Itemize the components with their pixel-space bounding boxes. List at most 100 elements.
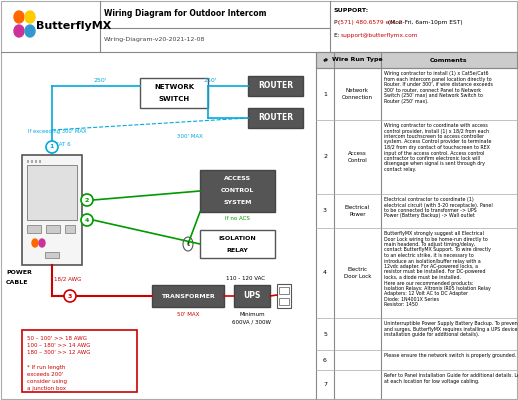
Text: locks, a diode must be installed.: locks, a diode must be installed. bbox=[384, 275, 461, 280]
Text: electrical circuit (with 3-20 receptacle). Panel: electrical circuit (with 3-20 receptacle… bbox=[384, 202, 493, 208]
Text: 100 – 180' >> 14 AWG: 100 – 180' >> 14 AWG bbox=[27, 343, 91, 348]
Text: 600VA / 300W: 600VA / 300W bbox=[233, 320, 271, 324]
Text: E:: E: bbox=[334, 33, 342, 38]
Text: UPS: UPS bbox=[243, 292, 261, 300]
Ellipse shape bbox=[25, 25, 35, 37]
Text: Electrical contractor to coordinate (1): Electrical contractor to coordinate (1) bbox=[384, 197, 474, 202]
Circle shape bbox=[46, 141, 58, 153]
Bar bbox=[27, 225, 41, 233]
Text: disengage when signal is sent through dry: disengage when signal is sent through dr… bbox=[384, 162, 485, 166]
Text: SWITCH: SWITCH bbox=[159, 96, 190, 102]
Text: Wiring-Diagram-v20-2021-12-08: Wiring-Diagram-v20-2021-12-08 bbox=[104, 38, 205, 42]
Bar bbox=[316, 52, 517, 68]
Text: CONTROL: CONTROL bbox=[221, 188, 254, 194]
Text: consider using: consider using bbox=[27, 379, 67, 384]
Text: ButterflyMX strongly suggest all Electrical: ButterflyMX strongly suggest all Electri… bbox=[384, 231, 484, 236]
Text: Refer to Panel Installation Guide for additional details. Leave 6' service loop: Refer to Panel Installation Guide for ad… bbox=[384, 373, 518, 378]
Text: system. Access Control provider to terminate: system. Access Control provider to termi… bbox=[384, 140, 492, 144]
Bar bbox=[248, 108, 303, 128]
Text: introduce an isolation/buffer relay with a: introduce an isolation/buffer relay with… bbox=[384, 258, 481, 264]
Bar bbox=[279, 298, 289, 305]
Text: to an electric strike, it is necessary to: to an electric strike, it is necessary t… bbox=[384, 253, 474, 258]
Text: 12vdc adapter. For AC-powered locks, a: 12vdc adapter. For AC-powered locks, a bbox=[384, 264, 478, 269]
Text: Access: Access bbox=[348, 151, 367, 156]
Circle shape bbox=[64, 290, 76, 302]
Bar bbox=[152, 285, 224, 307]
Text: CAT 6: CAT 6 bbox=[55, 142, 70, 148]
Text: 50' MAX: 50' MAX bbox=[177, 312, 199, 318]
Text: 50 – 100' >> 18 AWG: 50 – 100' >> 18 AWG bbox=[27, 336, 87, 341]
Text: Router (250' max).: Router (250' max). bbox=[384, 98, 428, 104]
Bar bbox=[22, 330, 137, 392]
Text: (Mon-Fri, 6am-10pm EST): (Mon-Fri, 6am-10pm EST) bbox=[386, 20, 463, 25]
Ellipse shape bbox=[183, 237, 193, 251]
Text: exceeds 200': exceeds 200' bbox=[27, 372, 63, 377]
Bar bbox=[200, 170, 275, 212]
Text: Diode: 1N4001X Series: Diode: 1N4001X Series bbox=[384, 297, 439, 302]
Text: If exceeding 300' MAX: If exceeding 300' MAX bbox=[28, 130, 87, 134]
Text: Door Lock wiring to be home-run directly to: Door Lock wiring to be home-run directly… bbox=[384, 236, 488, 242]
Text: 300' MAX: 300' MAX bbox=[177, 134, 203, 138]
Bar bbox=[31, 160, 33, 163]
Text: 2: 2 bbox=[85, 198, 89, 202]
Text: Wiring Diagram for Outdoor Intercom: Wiring Diagram for Outdoor Intercom bbox=[104, 10, 266, 18]
Text: Switch (250' max) and Network Switch to: Switch (250' max) and Network Switch to bbox=[384, 93, 483, 98]
Text: 7: 7 bbox=[323, 382, 327, 387]
Text: 1: 1 bbox=[50, 144, 54, 150]
Bar bbox=[279, 287, 289, 294]
Text: 1: 1 bbox=[186, 242, 190, 246]
Text: 18/2 AWG: 18/2 AWG bbox=[54, 276, 81, 282]
Text: control provider, install (1) x 18/2 from each: control provider, install (1) x 18/2 fro… bbox=[384, 128, 489, 134]
Text: Comments: Comments bbox=[430, 58, 468, 62]
Text: ISOLATION: ISOLATION bbox=[219, 236, 256, 242]
Bar bbox=[27, 160, 29, 163]
Text: 4: 4 bbox=[85, 218, 89, 222]
Bar bbox=[35, 160, 37, 163]
Text: 250': 250' bbox=[203, 78, 217, 84]
Text: 6: 6 bbox=[323, 358, 327, 362]
Text: 110 - 120 VAC: 110 - 120 VAC bbox=[225, 276, 265, 280]
Text: Network: Network bbox=[346, 88, 369, 93]
Text: ButterflyMX: ButterflyMX bbox=[36, 21, 111, 31]
Text: and surges, ButterflyMX requires installing a UPS device (see panel: and surges, ButterflyMX requires install… bbox=[384, 326, 518, 332]
Bar bbox=[234, 285, 270, 307]
Text: SYSTEM: SYSTEM bbox=[223, 200, 252, 206]
Bar bbox=[200, 230, 275, 258]
Text: CABLE: CABLE bbox=[6, 280, 28, 284]
Text: If no ACS: If no ACS bbox=[225, 216, 250, 222]
Text: TRANSFORMER: TRANSFORMER bbox=[161, 294, 215, 298]
Ellipse shape bbox=[25, 11, 35, 23]
Text: Adapters: 12 Volt AC to DC Adapter: Adapters: 12 Volt AC to DC Adapter bbox=[384, 292, 468, 296]
Bar bbox=[46, 225, 60, 233]
Circle shape bbox=[81, 214, 93, 226]
Text: ACCESS: ACCESS bbox=[224, 176, 251, 182]
Text: 300' to router, connect Panel to Network: 300' to router, connect Panel to Network bbox=[384, 88, 481, 92]
Text: 1: 1 bbox=[323, 92, 327, 96]
Text: Door Lock: Door Lock bbox=[344, 274, 371, 279]
Text: Router. If under 300', if wire distance exceeds: Router. If under 300', if wire distance … bbox=[384, 82, 493, 87]
Text: contractor to confirm electronic lock will: contractor to confirm electronic lock wi… bbox=[384, 156, 480, 161]
Text: Uninterruptible Power Supply Battery Backup. To prevent voltage drops: Uninterruptible Power Supply Battery Bac… bbox=[384, 321, 518, 326]
Text: installation guide for additional details).: installation guide for additional detail… bbox=[384, 332, 479, 337]
Text: a junction box: a junction box bbox=[27, 386, 66, 391]
Text: Power (Battery Backup) -> Wall outlet: Power (Battery Backup) -> Wall outlet bbox=[384, 214, 475, 218]
Text: 3: 3 bbox=[323, 208, 327, 214]
Text: Electrical: Electrical bbox=[345, 205, 370, 210]
Bar bbox=[39, 160, 41, 163]
Bar bbox=[277, 284, 291, 308]
Ellipse shape bbox=[14, 11, 24, 23]
Text: Here are our recommended products:: Here are our recommended products: bbox=[384, 280, 473, 286]
Bar bbox=[27, 165, 77, 220]
Text: Power: Power bbox=[349, 212, 366, 217]
Text: 2: 2 bbox=[323, 154, 327, 160]
Text: 250': 250' bbox=[93, 78, 107, 84]
Text: Wiring contractor to install (1) x Cat5e/Cat6: Wiring contractor to install (1) x Cat5e… bbox=[384, 71, 488, 76]
Text: to be connected to transformer -> UPS: to be connected to transformer -> UPS bbox=[384, 208, 477, 213]
Text: contact relay.: contact relay. bbox=[384, 167, 416, 172]
Bar bbox=[65, 225, 75, 233]
Text: 5: 5 bbox=[323, 332, 327, 336]
Text: resistor must be installed. For DC-powered: resistor must be installed. For DC-power… bbox=[384, 270, 485, 274]
Text: support@butterflymx.com: support@butterflymx.com bbox=[341, 33, 419, 38]
Bar bbox=[22, 155, 82, 265]
Text: NETWORK: NETWORK bbox=[154, 84, 194, 90]
